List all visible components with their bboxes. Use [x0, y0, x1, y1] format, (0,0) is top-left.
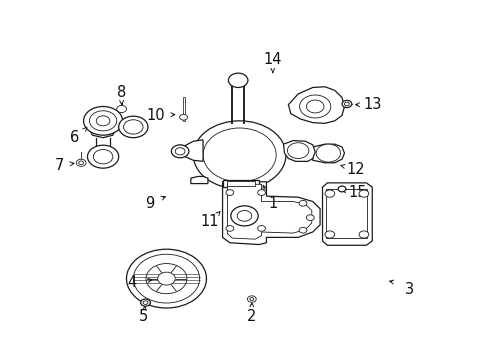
Circle shape: [325, 190, 334, 197]
Circle shape: [126, 249, 206, 308]
Polygon shape: [181, 140, 203, 161]
Polygon shape: [283, 140, 315, 161]
Circle shape: [230, 206, 258, 226]
Circle shape: [158, 272, 175, 285]
Polygon shape: [312, 144, 344, 163]
Text: 1: 1: [267, 196, 277, 211]
Circle shape: [228, 73, 247, 87]
Circle shape: [83, 107, 122, 135]
Text: 14: 14: [263, 52, 282, 67]
Polygon shape: [190, 176, 207, 184]
Circle shape: [306, 215, 314, 221]
Circle shape: [225, 226, 233, 231]
Text: 7: 7: [54, 158, 64, 173]
Text: 5: 5: [139, 310, 148, 324]
Circle shape: [141, 299, 150, 306]
Polygon shape: [288, 87, 344, 123]
Circle shape: [299, 201, 306, 206]
Circle shape: [117, 105, 126, 113]
Text: 9: 9: [144, 196, 154, 211]
Polygon shape: [227, 181, 255, 186]
Circle shape: [287, 143, 308, 158]
Circle shape: [316, 144, 340, 162]
Circle shape: [225, 190, 233, 195]
Text: 6: 6: [70, 130, 79, 145]
Circle shape: [119, 116, 148, 138]
Circle shape: [299, 227, 306, 233]
Circle shape: [87, 145, 119, 168]
Circle shape: [344, 102, 348, 106]
Polygon shape: [227, 184, 311, 239]
Circle shape: [306, 100, 324, 113]
Circle shape: [237, 211, 251, 221]
Circle shape: [325, 231, 334, 238]
Circle shape: [193, 121, 285, 189]
Circle shape: [146, 264, 186, 294]
Text: 11: 11: [200, 214, 218, 229]
Circle shape: [133, 254, 199, 303]
Circle shape: [257, 190, 265, 195]
Circle shape: [175, 148, 184, 155]
Polygon shape: [326, 189, 366, 238]
Text: 10: 10: [146, 108, 165, 123]
Circle shape: [299, 95, 330, 118]
Polygon shape: [322, 183, 371, 245]
Text: 3: 3: [404, 282, 413, 297]
Text: 13: 13: [362, 97, 381, 112]
Circle shape: [143, 301, 148, 305]
Circle shape: [358, 190, 368, 197]
Circle shape: [247, 296, 256, 302]
Polygon shape: [90, 107, 115, 138]
Circle shape: [171, 145, 188, 158]
Text: 8: 8: [117, 85, 126, 100]
Text: 2: 2: [246, 310, 256, 324]
Circle shape: [337, 186, 345, 192]
Circle shape: [249, 298, 253, 301]
Polygon shape: [222, 180, 259, 187]
Circle shape: [179, 114, 187, 120]
Circle shape: [93, 149, 113, 164]
Text: 12: 12: [346, 162, 364, 177]
Text: 15: 15: [347, 185, 366, 200]
Circle shape: [96, 116, 110, 126]
Circle shape: [358, 231, 368, 238]
Polygon shape: [222, 182, 320, 244]
Circle shape: [89, 111, 117, 131]
Circle shape: [257, 226, 265, 231]
Circle shape: [203, 128, 276, 182]
Text: 4: 4: [127, 275, 137, 290]
Circle shape: [341, 100, 351, 108]
Circle shape: [79, 161, 83, 165]
Circle shape: [123, 120, 143, 134]
Circle shape: [76, 159, 86, 166]
